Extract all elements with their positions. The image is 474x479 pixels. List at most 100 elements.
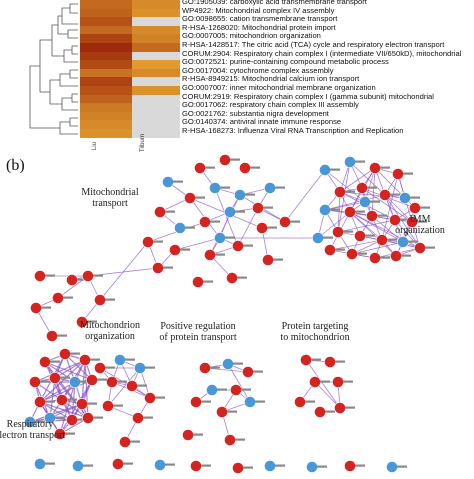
heatmap-cell xyxy=(80,94,132,104)
protein-node-blue xyxy=(306,461,318,473)
node-label-mark xyxy=(117,380,127,383)
protein-node-blue xyxy=(244,396,256,408)
protein-node-blue xyxy=(69,376,81,388)
protein-node-red xyxy=(344,460,356,472)
protein-node-blue xyxy=(386,461,398,473)
term-label: CORUM:2919: Respiratory chain complex I … xyxy=(182,91,434,101)
protein-node-red xyxy=(82,412,94,424)
node-label-mark xyxy=(185,226,195,229)
node-label-mark xyxy=(275,464,285,467)
heatmap-cell xyxy=(80,51,132,61)
node-label-mark xyxy=(201,464,211,467)
node-label-mark xyxy=(90,358,100,361)
node-label-mark xyxy=(215,253,225,256)
term-label: GO:1905039: carboxylic acid transmembran… xyxy=(182,0,367,6)
protein-node-red xyxy=(56,394,68,406)
network-edge xyxy=(361,187,413,223)
protein-node-red xyxy=(344,206,356,218)
protein-node-red xyxy=(59,348,71,360)
protein-node-red xyxy=(66,274,78,286)
protein-node-red xyxy=(392,168,404,180)
term-label: GO:0021762: substantia nigra development xyxy=(182,108,329,118)
protein-node-blue xyxy=(312,232,324,244)
protein-node-red xyxy=(182,429,194,441)
protein-node-red xyxy=(199,216,211,228)
node-label-mark xyxy=(77,278,87,281)
protein-node-red xyxy=(112,458,124,470)
protein-node-red xyxy=(232,240,244,252)
node-label-mark xyxy=(137,384,147,387)
node-label-mark xyxy=(70,352,80,355)
node-label-mark xyxy=(143,416,153,419)
node-label-mark xyxy=(203,280,213,283)
protein-node-red xyxy=(314,406,326,418)
node-label-mark xyxy=(417,220,427,223)
network-edge xyxy=(39,379,93,403)
node-label-mark xyxy=(425,246,435,249)
protein-node-red xyxy=(332,226,344,238)
protein-node-red xyxy=(169,244,181,256)
term-label: GO:0072521: purine-containing compound m… xyxy=(182,57,389,67)
panel-b-label: (b) xyxy=(6,157,25,174)
network-edge xyxy=(324,194,386,211)
network-edge xyxy=(237,207,259,247)
node-label-mark xyxy=(343,380,353,383)
cluster-title-mitochondrion-organization: Mitochondrion organization xyxy=(80,320,140,342)
term-label: R-HSA-1268020: Mitochondrial protein imp… xyxy=(182,22,336,32)
node-label-mark xyxy=(35,420,45,423)
node-label-mark xyxy=(105,298,115,301)
node-label-mark xyxy=(330,168,340,171)
network-edge xyxy=(314,381,341,409)
protein-node-red xyxy=(219,154,231,166)
protein-node-red xyxy=(94,294,106,306)
node-label-mark xyxy=(201,400,211,403)
network-edge xyxy=(394,219,421,249)
protein-node-blue xyxy=(214,232,226,244)
node-label-mark xyxy=(235,210,245,213)
protein-node-red xyxy=(76,398,88,410)
heatmap-cell xyxy=(132,103,180,113)
heatmap-cell xyxy=(80,129,132,138)
node-label-mark xyxy=(390,193,400,196)
protein-node-red xyxy=(346,248,358,260)
node-label-mark xyxy=(57,334,67,337)
network-edge xyxy=(305,359,341,409)
protein-node-red xyxy=(29,376,41,388)
node-label-mark xyxy=(325,410,335,413)
protein-node-red xyxy=(199,362,211,374)
protein-node-red xyxy=(190,396,202,408)
heatmap-cell xyxy=(80,34,132,44)
protein-node-blue xyxy=(134,362,146,374)
node-label-mark xyxy=(45,462,55,465)
term-label: GO:0007007: inner mitochondrial membrane… xyxy=(182,83,376,92)
network-edge xyxy=(337,219,396,233)
network-edge xyxy=(364,167,376,203)
node-label-mark xyxy=(343,230,353,233)
protein-node-red xyxy=(144,392,156,404)
node-label-mark xyxy=(227,410,237,413)
node-label-mark xyxy=(87,320,97,323)
heatmap-cell xyxy=(132,111,180,121)
heatmap-cell xyxy=(80,111,132,121)
node-label-mark xyxy=(65,432,75,435)
protein-node-red xyxy=(46,330,58,342)
node-label-mark xyxy=(253,370,263,373)
network-edge xyxy=(39,359,86,403)
term-label: R-HSA-1428517: The citric acid (TCA) cyc… xyxy=(182,40,445,49)
network-panel: Mitochondrial transport IMM organization M… xyxy=(0,150,474,474)
network-edge xyxy=(371,215,404,243)
node-label-mark xyxy=(243,466,253,469)
column-label-liu: Liu xyxy=(92,141,98,150)
term-label: R-HSA-8949215: Mitochondrial calcium ion… xyxy=(182,74,360,84)
node-label-mark xyxy=(365,234,375,237)
node-label-mark xyxy=(408,240,418,243)
network-nodes xyxy=(24,154,435,474)
node-label-mark xyxy=(210,366,220,369)
cluster-title-respiratory-electron-transport: Respiratory electron transport xyxy=(0,419,66,441)
heatmap-cell xyxy=(80,120,132,130)
protein-node-red xyxy=(142,236,154,248)
protein-node-red xyxy=(230,384,242,396)
network-edge xyxy=(29,403,83,423)
heatmap-cell xyxy=(132,8,180,18)
network-edge xyxy=(374,167,406,199)
